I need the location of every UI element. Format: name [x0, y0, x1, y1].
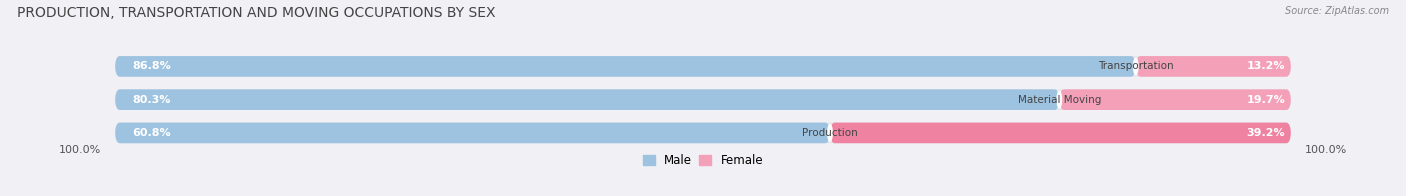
Text: 86.8%: 86.8%: [132, 61, 172, 71]
Text: 100.0%: 100.0%: [1305, 145, 1347, 155]
Text: 60.8%: 60.8%: [132, 128, 172, 138]
FancyBboxPatch shape: [115, 56, 1136, 77]
FancyBboxPatch shape: [1056, 90, 1063, 109]
Text: Source: ZipAtlas.com: Source: ZipAtlas.com: [1285, 6, 1389, 16]
FancyBboxPatch shape: [115, 123, 1291, 143]
Text: Material Moving: Material Moving: [1018, 95, 1101, 105]
Text: 19.7%: 19.7%: [1246, 95, 1285, 105]
FancyBboxPatch shape: [115, 123, 830, 143]
FancyBboxPatch shape: [115, 89, 1291, 110]
FancyBboxPatch shape: [115, 89, 1059, 110]
Text: PRODUCTION, TRANSPORTATION AND MOVING OCCUPATIONS BY SEX: PRODUCTION, TRANSPORTATION AND MOVING OC…: [17, 6, 495, 20]
Text: Production: Production: [803, 128, 858, 138]
Legend: Male, Female: Male, Female: [643, 154, 763, 167]
FancyBboxPatch shape: [1133, 57, 1139, 76]
FancyBboxPatch shape: [827, 124, 832, 142]
FancyBboxPatch shape: [115, 56, 1291, 77]
Text: 100.0%: 100.0%: [59, 145, 101, 155]
FancyBboxPatch shape: [1136, 56, 1291, 77]
Text: 13.2%: 13.2%: [1247, 61, 1285, 71]
Text: 39.2%: 39.2%: [1247, 128, 1285, 138]
Text: 80.3%: 80.3%: [132, 95, 172, 105]
FancyBboxPatch shape: [830, 123, 1291, 143]
Text: Transportation: Transportation: [1098, 61, 1174, 71]
FancyBboxPatch shape: [1059, 89, 1291, 110]
